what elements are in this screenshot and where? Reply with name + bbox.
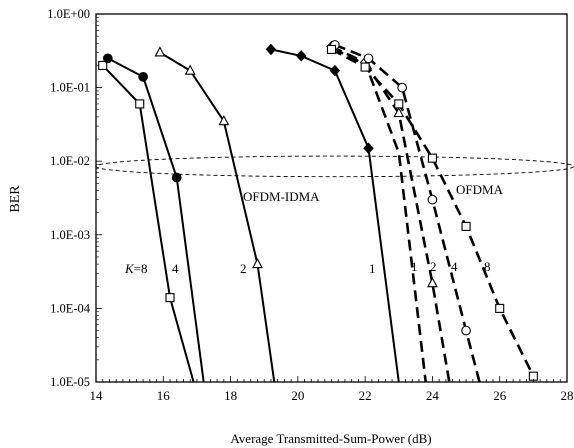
- x-tick-label: 20: [291, 388, 304, 403]
- marker-square: [135, 99, 145, 109]
- annotation-ofdm-idma: OFDM-IDMA: [243, 189, 320, 204]
- label-ofdma-k4: 4: [451, 259, 458, 274]
- y-tick-label: 1.0E-03: [50, 228, 90, 242]
- label-ofdma-k8: 8: [484, 259, 491, 274]
- ofdma-series-k2: [332, 47, 451, 383]
- marker-triangle: [184, 64, 196, 75]
- ofdma-series-k8: [330, 48, 535, 377]
- ofdm-idma-series-k2: [159, 51, 276, 383]
- x-tick-label: 28: [561, 388, 574, 403]
- plot-area: [95, 155, 574, 178]
- label-k2: 2: [240, 261, 247, 276]
- x-tick-label: 26: [493, 388, 507, 403]
- x-tick-label: 22: [359, 388, 372, 403]
- marker-triangle: [393, 106, 405, 118]
- marker-triangle: [154, 46, 166, 57]
- axis-layer: 14 16 18 20 22 24 26 281.0E-051.0E-041.0E-031.0…: [47, 7, 573, 403]
- y-tick-label: 1.0E-01: [50, 81, 90, 95]
- annotation-ofdma: OFDMA: [456, 182, 504, 197]
- x-tick-label: 18: [224, 388, 237, 403]
- marker-circle: [363, 53, 374, 64]
- label-ofdma-k2: 2: [430, 259, 437, 274]
- ofdm-idma-series-k4: [107, 57, 205, 383]
- x-tick-label: 24: [426, 388, 440, 403]
- y-tick-label: 1.0E+00: [47, 7, 90, 21]
- marker-diamond: [363, 142, 374, 155]
- marker-square: [98, 60, 108, 70]
- ofdm-idma-series-k8: [101, 64, 195, 383]
- marker-square: [427, 153, 437, 163]
- marker-square: [326, 44, 337, 54]
- marker-circle: [171, 172, 182, 183]
- marker-circle: [461, 325, 471, 336]
- y-tick-label: 1.0E-04: [50, 301, 91, 315]
- y-tick-label: 1.0E-05: [50, 375, 90, 389]
- x-tick-label: 16: [157, 388, 171, 403]
- label-k4: 4: [172, 261, 179, 276]
- marker-circle: [102, 53, 113, 64]
- marker-square: [360, 62, 370, 72]
- marker-square: [495, 303, 505, 313]
- marker-square: [528, 371, 538, 381]
- y-axis-label: BER: [8, 185, 23, 213]
- marker-circle: [397, 82, 408, 93]
- marker-diamond: [265, 43, 277, 56]
- marker-diamond: [329, 64, 341, 77]
- label-ofdma-k1: 1: [411, 259, 418, 274]
- marker-triangle: [218, 114, 230, 126]
- ofdma-series-k4: [334, 43, 481, 383]
- marker-triangle: [252, 257, 263, 269]
- marker-square: [461, 221, 471, 231]
- marker-layer: [98, 40, 538, 381]
- label-k8: K=8: [124, 261, 148, 276]
- ofdma-series-k1: [330, 45, 427, 383]
- x-tick-label: 14: [90, 388, 104, 403]
- marker-circle: [138, 71, 148, 82]
- marker-triangle: [427, 277, 438, 288]
- marker-square: [165, 293, 175, 303]
- marker-square: [394, 99, 404, 109]
- x-axis-label: Average Transmitted-Sum-Power (dB): [230, 431, 431, 446]
- highlight-ellipse: [95, 155, 574, 178]
- marker-circle: [427, 194, 438, 205]
- marker-diamond: [295, 50, 307, 62]
- y-tick-label: 1.0E-02: [50, 154, 90, 168]
- label-k1: 1: [369, 261, 376, 276]
